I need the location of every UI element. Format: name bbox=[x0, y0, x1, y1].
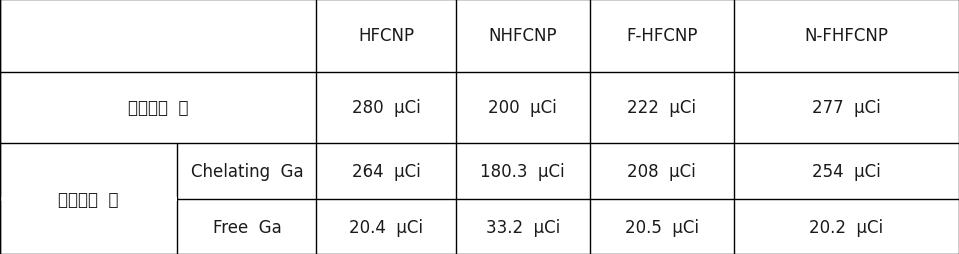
Text: 200  μCi: 200 μCi bbox=[488, 99, 557, 117]
Text: 180.3  μCi: 180.3 μCi bbox=[480, 163, 565, 180]
Text: 264  μCi: 264 μCi bbox=[352, 163, 420, 180]
Text: Chelating  Ga: Chelating Ga bbox=[191, 163, 303, 180]
Text: 20.4  μCi: 20.4 μCi bbox=[349, 218, 423, 236]
Text: HFCNP: HFCNP bbox=[358, 27, 414, 45]
Text: NHFCNP: NHFCNP bbox=[488, 27, 557, 45]
Text: 20.5  μCi: 20.5 μCi bbox=[624, 218, 699, 236]
Text: 280  μCi: 280 μCi bbox=[352, 99, 420, 117]
Text: 208  μCi: 208 μCi bbox=[627, 163, 696, 180]
Text: 254  μCi: 254 μCi bbox=[812, 163, 880, 180]
Text: Free  Ga: Free Ga bbox=[213, 218, 281, 236]
Text: 222  μCi: 222 μCi bbox=[627, 99, 696, 117]
Text: 277  μCi: 277 μCi bbox=[812, 99, 880, 117]
Text: 원심분리  후: 원심분리 후 bbox=[58, 190, 119, 208]
Text: N-FHFCNP: N-FHFCNP bbox=[805, 27, 888, 45]
Text: 20.2  μCi: 20.2 μCi bbox=[809, 218, 883, 236]
Text: F-HFCNP: F-HFCNP bbox=[626, 27, 697, 45]
Text: 원심분리  전: 원심분리 전 bbox=[128, 99, 189, 117]
Text: 33.2  μCi: 33.2 μCi bbox=[485, 218, 560, 236]
